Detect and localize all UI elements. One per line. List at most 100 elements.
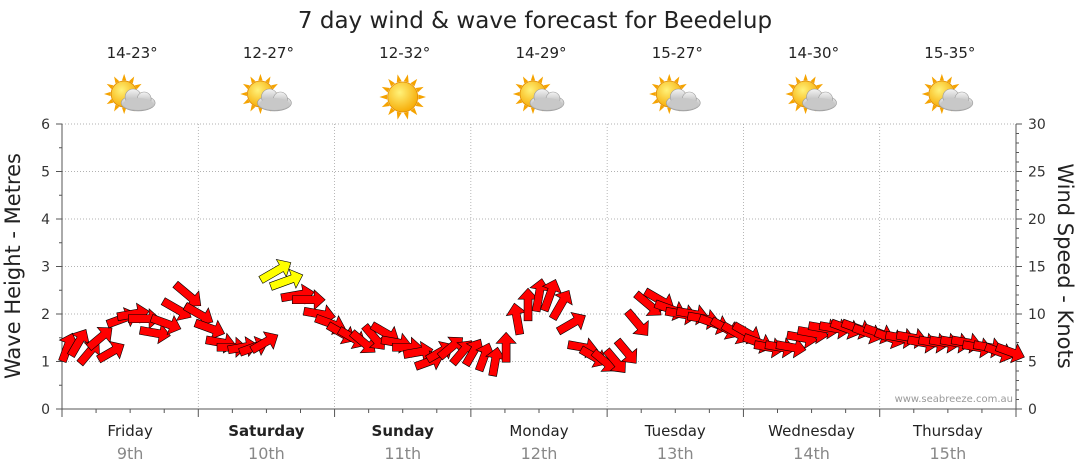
cloud-shape [665,88,701,112]
sun-ray [649,91,656,97]
wind-arrow [269,268,304,291]
sun-ray [939,107,945,115]
sun-ray [381,101,390,108]
cloud-shape [257,88,292,112]
day-temperature: 14-23° [107,44,158,62]
day-name-label: Saturday [228,422,305,440]
sun-ray [403,111,409,120]
sun-ray [258,107,263,115]
chart-grid [62,123,1016,409]
sun-ray [388,107,395,116]
cloud-shape [802,88,837,112]
wind-arrow [291,289,326,311]
sun-ray [795,76,801,84]
sun-ray [659,104,665,112]
sun-ray [128,76,135,84]
wind-arrow [67,329,90,358]
wind-arrow [85,327,113,352]
wind-arrow [138,323,171,345]
sun-ray [410,107,418,116]
sun-ray [810,76,816,84]
day-temperature: 15-27° [652,44,703,62]
sun-ray [803,73,808,81]
sun-ray [667,107,672,115]
sun-ray [410,78,418,87]
sun-ray [530,107,536,115]
cloud-shape [938,88,974,112]
sunny-icon [379,74,426,120]
sun-ray [795,104,801,112]
day-name-label: Thursday [912,422,983,440]
sun-ray [103,91,111,97]
day-temperature: 15-35° [924,44,975,62]
cloud-shape [529,88,565,112]
sun-ray [121,107,127,115]
wind-arrow [555,312,586,336]
sun-disc [387,81,419,113]
sun-ray [952,83,960,90]
sun-ray [512,91,520,97]
sun-ray [543,83,551,90]
sun-ray [537,76,544,84]
right-axis-title: Wind Speed - Knots [1053,163,1077,368]
left-tick-label: 6 [41,117,50,133]
sun-ray [415,101,424,108]
wind-arrow [475,342,496,373]
day-date-label: 15th [929,444,966,463]
right-tick-label: 30 [1028,117,1046,133]
chart-title: 7 day wind & wave forecast for Beedelup [298,8,772,34]
sun-ray [785,91,793,97]
left-tick-label: 2 [41,307,50,323]
sun-ray [946,76,952,84]
sun-ray [522,76,529,84]
day-name-label: Tuesday [644,422,706,440]
sun-ray [667,73,672,81]
partly-cloudy-icon [512,73,565,115]
sun-ray [418,94,426,100]
day-temperature: 14-29° [515,44,566,62]
sun-ray [258,73,263,81]
wind-arrow [361,323,386,350]
right-tick-label: 10 [1028,307,1046,323]
wind-arrow [775,337,807,359]
left-tick-label: 0 [41,402,50,418]
left-tick-label: 3 [41,260,50,276]
sun-ray [921,91,929,97]
day-name-label: Friday [107,422,153,440]
right-tick-label: 20 [1028,212,1046,228]
left-tick-label: 4 [41,212,50,228]
sun-ray [651,83,659,90]
daily-weather-row: 14-23° 12-27° 12-32° 14-29° 15-27° 14-30° 15-3… [103,44,975,120]
wind-arrow [613,337,638,364]
wind-arrow [517,287,539,322]
cloud-shape [120,88,156,112]
sun-ray [803,107,808,115]
sun-ray [106,83,114,90]
day-temperature: 14-30° [788,44,839,62]
sun-ray [674,76,680,84]
sun-ray [403,74,409,83]
partly-cloudy-icon [785,73,837,115]
sun-ray [651,98,659,105]
partly-cloudy-icon [921,73,974,115]
left-axis-title: Wave Height - Metres [1,153,25,379]
day-date-label: 13th [657,444,694,463]
axis-ticks: 0 1 2 3 4 5 6 0 5 10 15 20 25 30 [41,117,1046,418]
sun-ray [530,73,536,81]
wind-arrow [994,342,1025,364]
day-date-label: 10th [248,444,285,463]
partly-cloudy-icon [240,73,292,115]
wind-arrow [149,313,182,336]
sun-ray [379,94,388,100]
sun-ray [659,76,665,84]
day-temperature: 12-27° [243,44,294,62]
wind-arrow [505,302,527,336]
sun-ray [924,83,932,90]
right-tick-label: 0 [1028,402,1037,418]
sun-ray [114,104,120,112]
wind-arrow [249,331,279,354]
sun-ray [924,98,932,105]
sun-ray [415,86,424,93]
sun-ray [114,76,120,84]
sun-ray [396,111,402,120]
